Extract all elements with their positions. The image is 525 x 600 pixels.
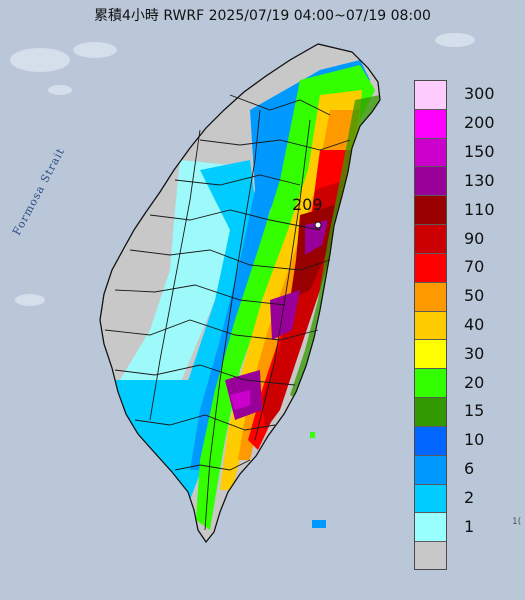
legend-label: 20	[464, 372, 485, 392]
legend-label: 2	[464, 487, 475, 507]
legend-swatch	[414, 80, 447, 109]
legend-swatch	[414, 310, 447, 340]
legend-label: 130	[464, 170, 495, 190]
rainfall-legend: 300 200 150 130 110 90 70 50 40 30 20 15 10 6 2 1	[414, 80, 518, 570]
legend-swatch	[414, 541, 447, 570]
legend-label: 50	[464, 286, 485, 306]
legend-swatch	[414, 166, 447, 196]
legend-label: 6	[464, 459, 475, 479]
edge-tick-text: 1(	[512, 517, 522, 527]
legend-swatch	[414, 195, 447, 225]
legend-swatch	[414, 397, 447, 426]
legend-label: 1	[464, 516, 475, 536]
admin-boundaries	[104, 94, 351, 531]
legend-swatch	[414, 512, 447, 542]
offshore-islands	[13, 290, 326, 528]
legend-label: 200	[464, 113, 495, 133]
sea-clutter	[10, 33, 475, 306]
legend-swatch	[414, 281, 447, 311]
legend-swatch	[414, 454, 447, 484]
legend-label: 10	[464, 430, 485, 450]
legend-swatch	[414, 108, 447, 138]
legend-label: 90	[464, 228, 485, 248]
max-rain-marker	[314, 221, 322, 229]
legend-swatch	[414, 252, 447, 282]
legend-label: 150	[464, 142, 495, 162]
legend-label: 70	[464, 257, 485, 277]
legend-label: 110	[464, 199, 495, 219]
legend-label: 15	[464, 401, 485, 421]
max-value-label: 209	[292, 195, 323, 214]
legend-swatch	[414, 368, 447, 398]
legend-swatch	[414, 224, 447, 253]
legend-swatch	[414, 339, 447, 369]
legend-label: 40	[464, 315, 485, 334]
legend-swatch	[414, 137, 447, 167]
coastline	[99, 43, 381, 544]
legend-label: 300	[464, 84, 495, 104]
rainfall-field	[110, 60, 380, 530]
legend-label: 30	[464, 343, 485, 363]
legend-swatch	[414, 425, 447, 455]
legend-swatch	[414, 483, 447, 513]
map-title: 累積4小時 RWRF 2025/07/19 04:00~07/19 08:00	[94, 8, 431, 24]
